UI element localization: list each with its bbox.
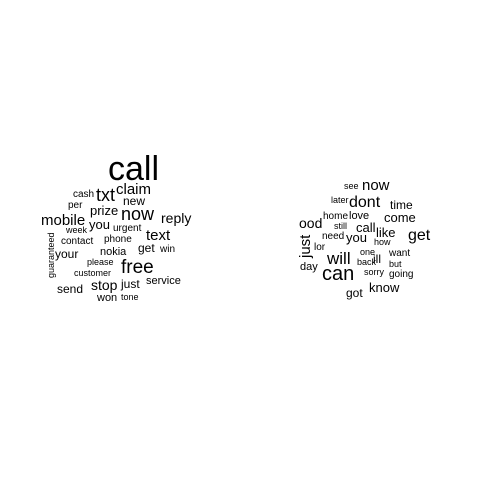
word: like [376, 225, 396, 240]
word: please [87, 257, 114, 267]
word: can [322, 263, 355, 285]
word: call [108, 150, 160, 188]
word: lor [314, 242, 326, 253]
word: get [408, 227, 431, 244]
word: claim [116, 181, 152, 198]
word: stop [91, 277, 118, 293]
word: call [356, 220, 376, 235]
word: reply [161, 210, 192, 226]
word: free [121, 257, 154, 278]
word: your [55, 247, 79, 261]
word: want [389, 248, 411, 259]
word: cash [73, 189, 95, 200]
word: still [334, 221, 347, 231]
word: see [344, 181, 359, 191]
word: phone [104, 234, 132, 245]
word: text [146, 227, 171, 244]
word: new [123, 194, 146, 208]
word: but [389, 259, 402, 269]
word: get [138, 241, 155, 255]
word: per [68, 200, 83, 211]
word: service [146, 275, 181, 287]
word: customer [74, 268, 112, 278]
word: tone [121, 292, 139, 302]
word: dont [349, 194, 381, 211]
word: won [97, 292, 118, 304]
word: you [89, 217, 110, 232]
word: just [297, 234, 314, 258]
word: prize [90, 203, 119, 218]
word: win [160, 244, 176, 255]
word: later [331, 195, 349, 205]
word: day [300, 261, 318, 273]
word: got [346, 286, 363, 300]
word: need [322, 231, 345, 242]
word: ood [299, 215, 323, 231]
word: mobile [41, 212, 86, 229]
word: now [362, 177, 390, 194]
word: just [121, 277, 140, 291]
word: now [121, 204, 155, 224]
word: home [323, 211, 349, 222]
word: time [390, 198, 413, 212]
word: one [360, 247, 376, 257]
word: week [66, 225, 88, 235]
word: contact [61, 236, 94, 247]
word: ill [373, 252, 381, 266]
word: will [327, 249, 351, 268]
word: how [374, 237, 391, 247]
word: you [346, 230, 367, 245]
word: sorry [364, 267, 384, 277]
word: back [357, 257, 377, 267]
word: txt [96, 185, 116, 205]
word: nokia [100, 246, 127, 258]
word: urgent [113, 223, 142, 234]
word: come [384, 210, 416, 225]
word: know [369, 280, 400, 295]
word: love [349, 210, 370, 222]
word: send [57, 282, 84, 296]
word: going [389, 269, 414, 280]
